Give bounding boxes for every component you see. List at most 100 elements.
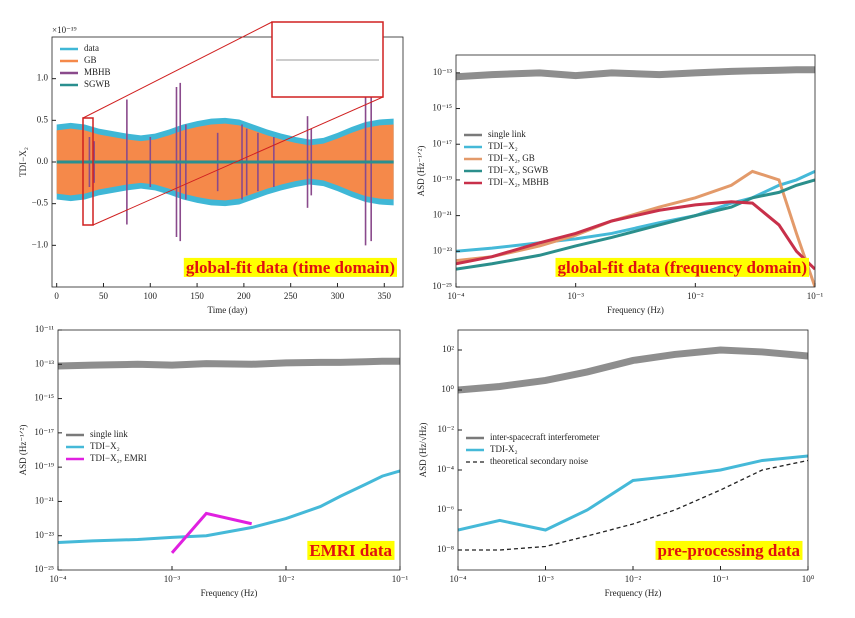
x-tick-label: 10⁻² (278, 574, 295, 584)
y-tick-label: 0.0 (37, 156, 49, 166)
x-tick-label: 10⁻² (687, 291, 704, 301)
x-axis-label: Frequency (Hz) (605, 588, 662, 598)
y-tick-label: 10⁻² (438, 424, 455, 434)
legend-label: TDI−X₂ (90, 441, 120, 451)
x-tick-label: 150 (190, 291, 204, 301)
annotation: pre-processing data (658, 541, 801, 560)
spectrum-line (58, 357, 400, 370)
legend-label: SGWB (84, 79, 110, 89)
annotation-highlight (555, 257, 809, 277)
x-tick-label: 250 (284, 291, 298, 301)
spectrum-line (58, 469, 400, 545)
legend-label: TDI-X₂ (490, 444, 518, 454)
zoom-box (82, 117, 94, 226)
y-tick-label: 10⁻¹³ (433, 67, 452, 77)
y-tick-label: 10⁻¹⁷ (34, 427, 54, 437)
y-multiplier: ×10⁻¹⁹ (52, 25, 77, 35)
zoom-connector (82, 21, 273, 119)
y-tick-label: 10⁻¹⁹ (432, 174, 452, 184)
y-axis-label: ASD (Hz/√Hz) (418, 423, 428, 478)
y-tick-label: 10⁻⁴ (437, 464, 454, 474)
x-axis-label: Time (day) (208, 305, 248, 315)
y-tick-label: 10⁻²⁵ (432, 281, 452, 291)
annotation: global-fit data (time domain) (186, 258, 395, 277)
axes-frame (455, 54, 816, 288)
x-tick-label: 10⁰ (802, 574, 815, 584)
axes-frame (57, 329, 401, 571)
spectrum-line (458, 346, 808, 394)
legend-label: single link (488, 129, 526, 139)
spectrum-line (458, 459, 808, 551)
plot-area (456, 66, 815, 287)
y-tick-label: 10⁻¹³ (35, 358, 54, 368)
annotation: global-fit data (frequency domain) (558, 258, 808, 277)
spectrum-line (170, 511, 253, 554)
annotation: EMRI data (309, 541, 392, 560)
y-tick-label: 10⁻⁶ (437, 504, 454, 514)
legend-label: inter-spacecraft interferometer (490, 432, 600, 442)
y-axis-label: TDI−X₂ (18, 147, 28, 177)
plot-area (56, 78, 394, 246)
y-tick-label: 10⁻¹⁹ (34, 461, 54, 471)
spectrum-line (456, 178, 815, 271)
y-tick-label: 10⁻¹⁷ (432, 138, 452, 148)
spectrum-line (456, 200, 815, 271)
legend-label: theoretical secondary noise (490, 456, 588, 466)
y-tick-label: 1.0 (37, 73, 49, 83)
x-tick-label: 10⁻⁴ (448, 291, 465, 301)
y-tick-label: 10⁻²¹ (35, 495, 54, 505)
legend-label: MBHB (84, 67, 111, 77)
annotation-highlight (307, 540, 395, 560)
x-tick-label: 10⁻² (625, 574, 642, 584)
x-tick-label: 50 (99, 291, 109, 301)
y-axis-label: ASD (Hz⁻¹ᐟ²) (416, 146, 426, 197)
panel: 10⁻⁴ 10⁻³ 10⁻² 10⁻¹ 10⁻²⁵ 10⁻²³ 10⁻²¹ 10⁻¹⁹ 10⁻¹… (416, 54, 824, 315)
y-tick-label: 10⁻¹⁵ (432, 103, 452, 113)
x-axis-label: Frequency (Hz) (201, 588, 258, 598)
x-tick-label: 10⁻⁴ (50, 574, 67, 584)
y-tick-label: 0.5 (37, 114, 49, 124)
legend-label: TDI−X₂ (488, 141, 518, 151)
x-tick-label: 10⁻¹ (807, 291, 824, 301)
x-tick-label: 350 (378, 291, 392, 301)
spectrum-line (456, 66, 815, 81)
legend-label: GB (84, 55, 97, 65)
x-tick-label: 10⁻³ (164, 574, 181, 584)
y-tick-label: 10⁻¹¹ (35, 324, 54, 334)
y-tick-label: 10⁻²³ (35, 530, 54, 540)
legend-label: TDI−X₂, MBHB (488, 177, 549, 187)
y-tick-label: 10⁻²⁵ (34, 564, 54, 574)
spectrum-line (456, 169, 815, 287)
y-tick-label: −1.0 (32, 239, 49, 249)
spectrum-line (458, 454, 808, 532)
panel: 10⁻⁴ 10⁻³ 10⁻² 10⁻¹ 10⁻²⁵ 10⁻²³ 10⁻²¹ 10⁻¹⁹ 10⁻¹… (18, 324, 408, 598)
zoom-connector (92, 96, 384, 226)
x-tick-label: 10⁻¹ (392, 574, 409, 584)
y-tick-label: −0.5 (32, 198, 49, 208)
legend-label: single link (90, 429, 128, 439)
legend-label: TDI−X₂, GB (488, 153, 535, 163)
plot-area (58, 357, 400, 554)
y-tick-label: 10⁻²³ (433, 245, 452, 255)
x-tick-label: 100 (144, 291, 158, 301)
x-tick-label: 10⁻³ (537, 574, 554, 584)
x-tick-label: 10⁻⁴ (450, 574, 467, 584)
x-tick-label: 0 (54, 291, 59, 301)
y-tick-label: 10⁻¹⁵ (34, 393, 54, 403)
annotation-highlight (183, 257, 397, 277)
legend-label: data (84, 43, 99, 53)
x-tick-label: 300 (331, 291, 345, 301)
y-tick-label: 10⁰ (441, 384, 454, 394)
plot-area (458, 346, 808, 551)
x-tick-label: 10⁻³ (567, 291, 584, 301)
legend-label: TDI−X₂, EMRI (90, 453, 147, 463)
y-tick-label: 10⁻²¹ (433, 210, 452, 220)
x-axis-label: Frequency (Hz) (607, 305, 664, 315)
panel: 10⁻⁴ 10⁻³ 10⁻² 10⁻¹ 10⁰ 10⁻⁸ 10⁻⁶ 10⁻⁴ 10⁻² 10⁰ 10… (418, 329, 815, 598)
annotation-highlight (655, 540, 803, 560)
y-tick-label: 10⁻⁸ (437, 544, 454, 554)
legend-label: TDI−X₂, SGWB (488, 165, 548, 175)
y-tick-label: 10² (442, 344, 454, 354)
panel: 0 50 100 150 200 250 300 350 −1.0 −0.5 0.0 0.5 1.0 Ti… (18, 25, 404, 315)
